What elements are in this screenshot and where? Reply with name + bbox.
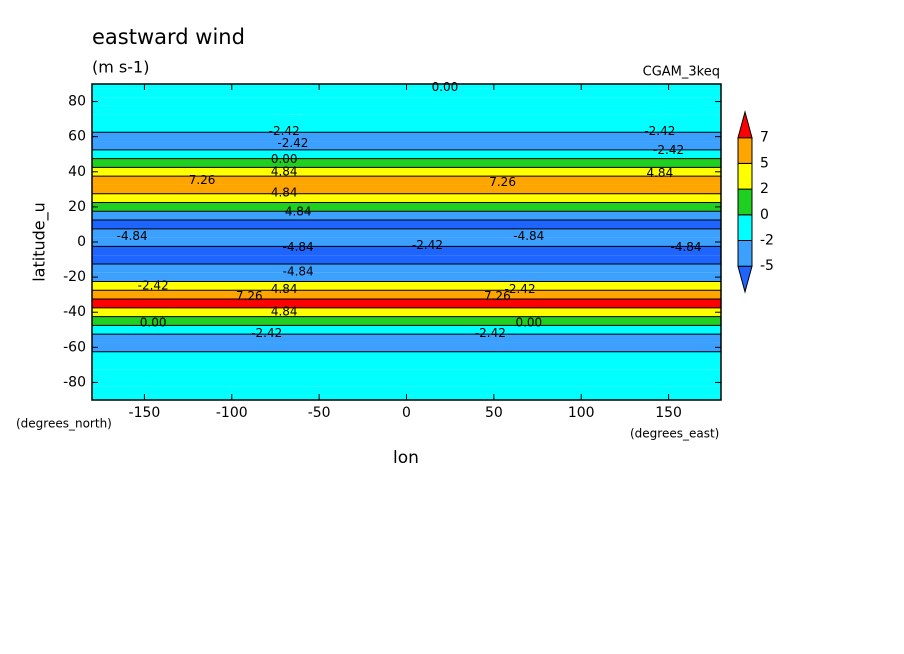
- contour-band: [92, 263, 721, 273]
- colorbar-swatch: [737, 162, 753, 190]
- colorbar-swatch: [737, 240, 753, 267]
- contour-label: -2.42: [412, 238, 443, 252]
- contour-band: [92, 88, 721, 98]
- contour-band: [92, 184, 721, 194]
- colorbar-swatch: [737, 110, 753, 139]
- contour-label: -4.84: [513, 229, 544, 243]
- x-tick-label: 50: [485, 405, 503, 421]
- contour-band: [92, 141, 721, 150]
- colorbar-label: 2: [760, 181, 769, 197]
- contour-label: -4.84: [117, 229, 148, 243]
- y-tick-label: -60: [63, 339, 86, 355]
- contour-band: [92, 325, 721, 335]
- contour-label: -4.84: [283, 240, 314, 254]
- colorbar-label: -5: [760, 258, 774, 274]
- colorbar-label: 0: [760, 207, 769, 223]
- contour-label: -2.42: [475, 326, 506, 340]
- colorbar-label: 7: [760, 130, 769, 146]
- contour-label: 4.84: [271, 305, 298, 319]
- contour-label: 7.26: [189, 173, 216, 187]
- contour-label: 0.00: [271, 152, 298, 166]
- chart-title: eastward wind: [92, 25, 245, 49]
- y-tick-label: 80: [68, 94, 86, 110]
- contour-band: [92, 307, 721, 317]
- contour-band: [92, 281, 721, 291]
- colorbar-label: -2: [760, 233, 774, 249]
- contour-label: -2.42: [138, 278, 169, 292]
- contour-band: [92, 228, 721, 238]
- contour-band: [92, 167, 721, 177]
- colorbar-swatch: [737, 137, 753, 164]
- contour-band: [92, 123, 721, 133]
- contour-label: 7.26: [484, 289, 511, 303]
- y-units: (degrees_north): [16, 417, 112, 431]
- contour-label: 4.84: [271, 282, 298, 296]
- y-tick-label: -40: [63, 304, 86, 320]
- contour-label: -2.42: [269, 124, 300, 138]
- contour-band: [92, 378, 721, 387]
- y-tick-label: 20: [68, 199, 86, 215]
- colorbar-label: 5: [760, 155, 769, 171]
- colorbar-swatch: [737, 214, 753, 242]
- contour-band: [92, 211, 721, 221]
- x-tick-label: 0: [402, 405, 411, 421]
- contour-band: [92, 255, 721, 264]
- contour-band: [92, 149, 721, 159]
- x-tick-label: 100: [568, 405, 595, 421]
- x-axis-title: lon: [393, 448, 419, 468]
- y-tick-label: 40: [68, 164, 86, 180]
- x-tick-label: -100: [216, 405, 248, 421]
- units-label: (m s-1): [92, 58, 149, 77]
- contour-label: 7.26: [236, 289, 263, 303]
- y-axis-title: latitude_u: [30, 202, 50, 282]
- contour-band: [92, 220, 721, 229]
- contour-band: [92, 176, 721, 185]
- contour-label: -2.42: [251, 326, 282, 340]
- contour-band: [92, 202, 721, 212]
- contour-band: [92, 342, 721, 352]
- y-tick-label: 0: [77, 234, 86, 250]
- contour-band: [92, 97, 721, 106]
- contour-label: 7.26: [489, 175, 516, 189]
- colorbar-swatch: [737, 188, 753, 216]
- contour-band: [92, 132, 721, 142]
- x-tick-label: -50: [308, 405, 331, 421]
- contour-label: 4.84: [285, 205, 312, 219]
- contour-label: 0.00: [432, 80, 459, 94]
- contour-band: [92, 334, 721, 343]
- contour-label: -2.42: [653, 143, 684, 157]
- contour-label: -2.42: [505, 282, 536, 296]
- contour-band: [92, 369, 721, 379]
- contour-label: 4.84: [271, 185, 298, 199]
- contour-band: [92, 237, 721, 247]
- contour-band: [92, 351, 721, 361]
- y-tick-label: -20: [63, 269, 86, 285]
- x-tick-label: -150: [129, 405, 161, 421]
- contour-label: 4.84: [271, 164, 298, 178]
- contour-label: 4.84: [646, 166, 673, 180]
- contour-band: [92, 386, 721, 396]
- x-tick-label: 150: [655, 405, 682, 421]
- y-tick-label: 60: [68, 129, 86, 145]
- contour-label: 0.00: [140, 315, 167, 329]
- x-units: (degrees_east): [630, 427, 719, 441]
- contour-band: [92, 158, 721, 168]
- contour-band: [92, 272, 721, 282]
- contour-band: [92, 316, 721, 326]
- y-tick-label: -80: [63, 374, 86, 390]
- contour-label: -4.84: [283, 264, 314, 278]
- contour-band: [92, 246, 721, 256]
- contour-band: [92, 299, 721, 308]
- contour-label: -2.42: [644, 124, 675, 138]
- contour-band: [92, 105, 721, 115]
- case-label: CGAM_3keq: [643, 65, 720, 80]
- contour-band: [92, 193, 721, 203]
- contour-label: -4.84: [671, 240, 702, 254]
- contour-band: [92, 360, 721, 370]
- contour-band: [92, 114, 721, 124]
- contour-band: [92, 290, 721, 300]
- contour-label: 0.00: [515, 315, 542, 329]
- contour-label: -2.42: [277, 136, 308, 150]
